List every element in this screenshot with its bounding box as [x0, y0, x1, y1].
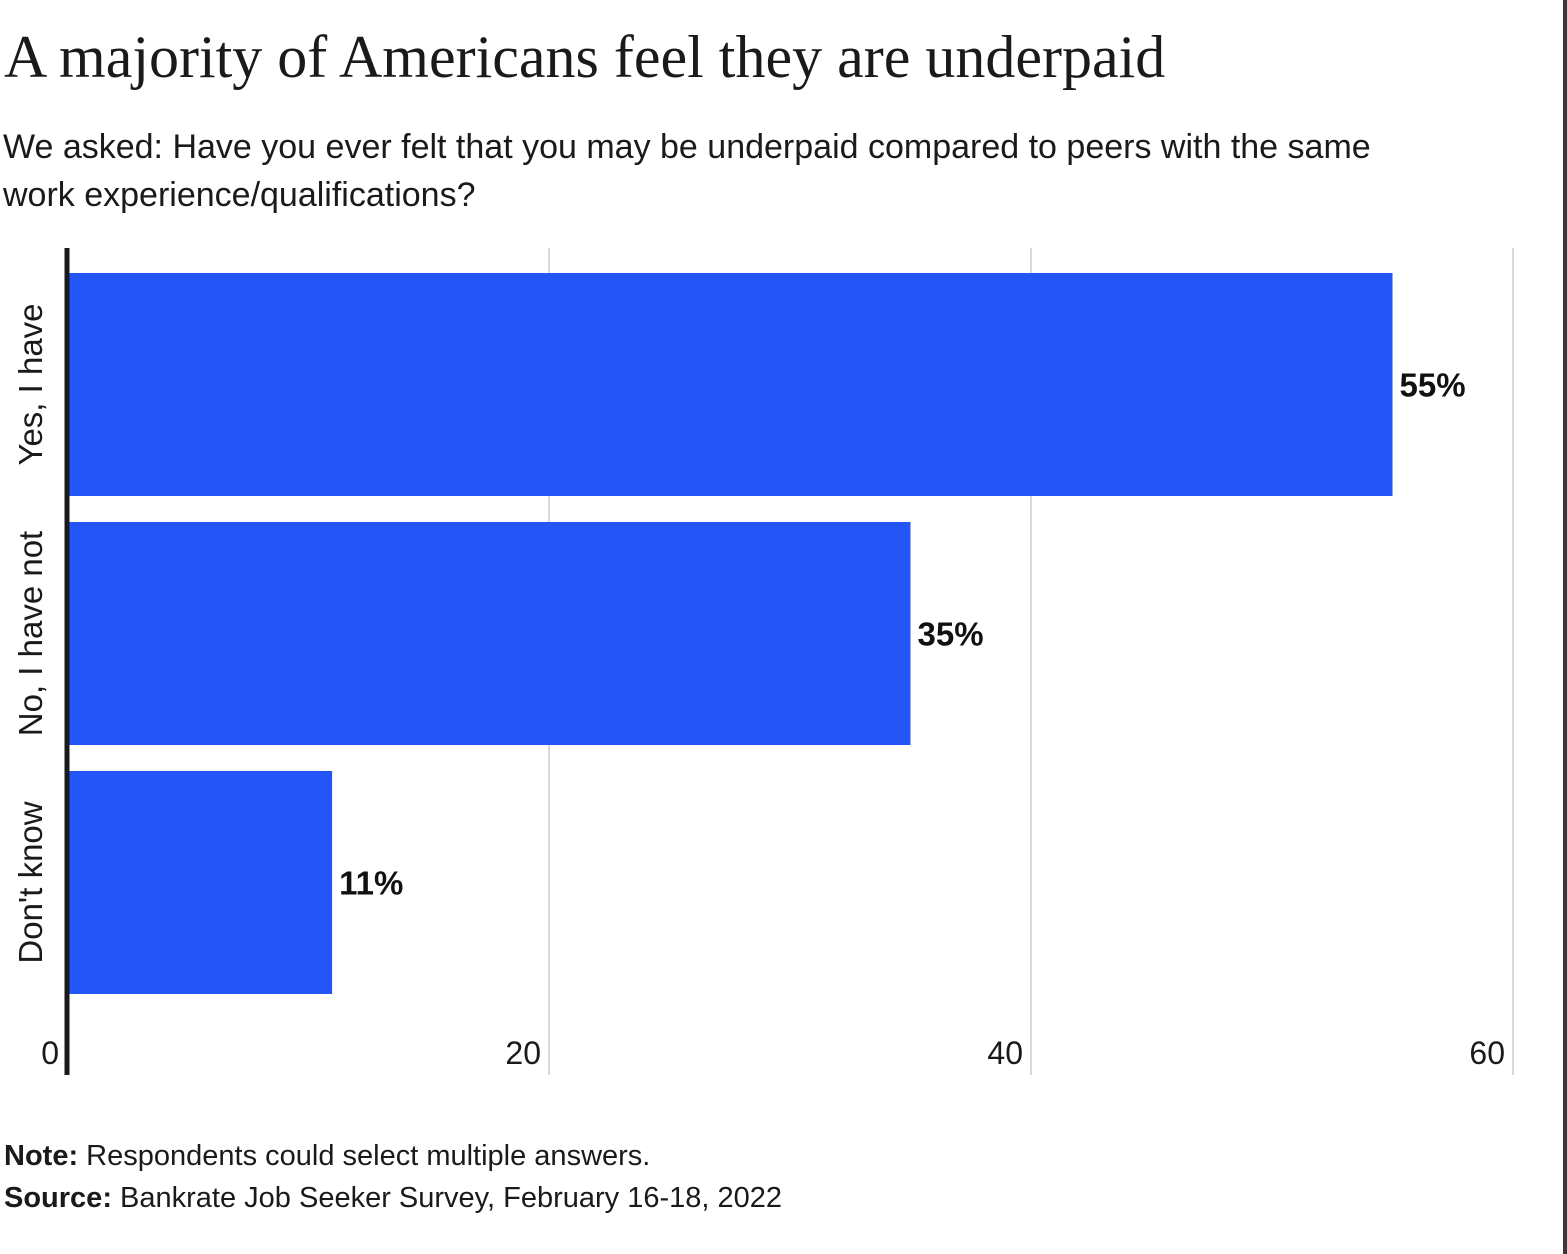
- x-tick-label: 40: [987, 1035, 1023, 1071]
- bars: [67, 273, 1393, 994]
- bar: [67, 771, 333, 994]
- source-text: Bankrate Job Seeker Survey, February 16-…: [111, 1182, 783, 1214]
- category-labels: Yes, I have No, I have not Don't know: [12, 303, 49, 963]
- category-label: Yes, I have: [12, 303, 49, 465]
- note-label: Note:: [4, 1140, 79, 1172]
- x-tick-label: 20: [505, 1035, 541, 1071]
- source-label: Source:: [4, 1182, 112, 1214]
- chart-footnotes: Note: Respondents could select multiple …: [4, 1135, 782, 1219]
- bar-value-label: 55%: [1400, 367, 1466, 404]
- chart-title: A majority of Americans feel they are un…: [4, 24, 1166, 90]
- x-tick-label: 0: [41, 1035, 59, 1071]
- category-label: Don't know: [12, 801, 49, 963]
- bar: [67, 522, 911, 745]
- value-labels: 55% 35% 11%: [339, 367, 1465, 902]
- source-line: Source: Bankrate Job Seeker Survey, Febr…: [4, 1177, 782, 1219]
- x-tick-label: 60: [1469, 1035, 1505, 1071]
- category-label: No, I have not: [12, 531, 49, 736]
- frame-border: [1563, 0, 1567, 1254]
- note-line: Note: Respondents could select multiple …: [4, 1135, 782, 1177]
- note-text: Respondents could select multiple answer…: [78, 1140, 651, 1172]
- x-tick-labels: 0 20 40 60: [41, 1035, 1505, 1071]
- bar-value-label: 35%: [918, 616, 984, 653]
- bar-value-label: 11%: [339, 865, 403, 902]
- chart-subtitle: We asked: Have you ever felt that you ma…: [3, 128, 1371, 214]
- bar: [67, 273, 1393, 496]
